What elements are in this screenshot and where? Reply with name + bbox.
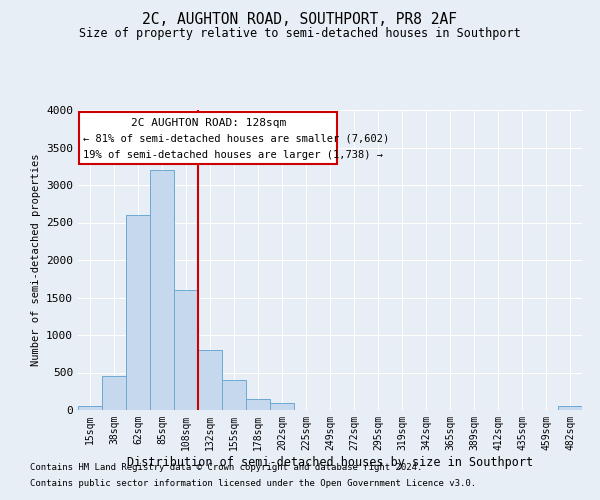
Bar: [102, 376, 126, 410]
Text: Contains HM Land Registry data © Crown copyright and database right 2024.: Contains HM Land Registry data © Crown c…: [30, 464, 422, 472]
Bar: [78, 406, 102, 410]
Bar: [198, 350, 222, 410]
Bar: [222, 380, 246, 410]
Bar: [174, 290, 198, 410]
Text: Contains public sector information licensed under the Open Government Licence v3: Contains public sector information licen…: [30, 478, 476, 488]
Text: 2C, AUGHTON ROAD, SOUTHPORT, PR8 2AF: 2C, AUGHTON ROAD, SOUTHPORT, PR8 2AF: [143, 12, 458, 28]
X-axis label: Distribution of semi-detached houses by size in Southport: Distribution of semi-detached houses by …: [127, 456, 533, 468]
Bar: [246, 399, 270, 410]
Bar: [558, 406, 582, 410]
Text: Size of property relative to semi-detached houses in Southport: Size of property relative to semi-detach…: [79, 28, 521, 40]
Bar: [126, 215, 150, 410]
Text: ← 81% of semi-detached houses are smaller (7,602): ← 81% of semi-detached houses are smalle…: [83, 133, 389, 143]
Y-axis label: Number of semi-detached properties: Number of semi-detached properties: [31, 154, 41, 366]
FancyBboxPatch shape: [79, 112, 337, 164]
Text: 19% of semi-detached houses are larger (1,738) →: 19% of semi-detached houses are larger (…: [83, 150, 383, 160]
Bar: [150, 170, 174, 410]
Text: 2C AUGHTON ROAD: 128sqm: 2C AUGHTON ROAD: 128sqm: [131, 118, 286, 128]
Bar: [270, 402, 294, 410]
